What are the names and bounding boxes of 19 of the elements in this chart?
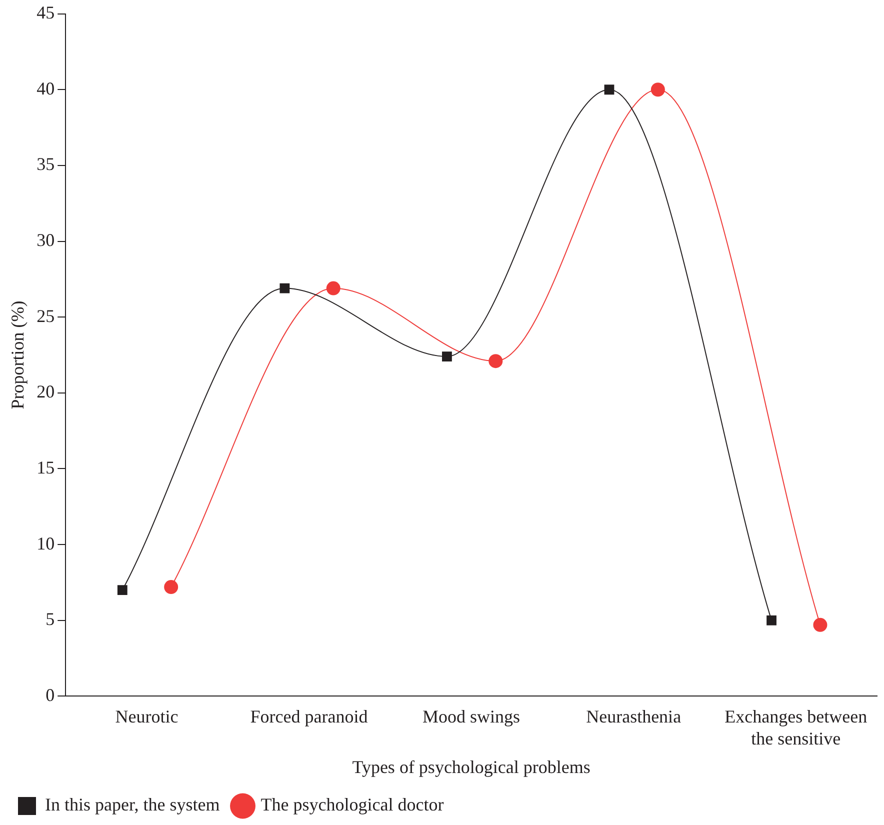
- legend-label: The psychological doctor: [260, 794, 444, 815]
- y-tick-label: 20: [36, 382, 55, 402]
- y-tick-label: 35: [36, 154, 55, 174]
- y-tick-label: 40: [36, 78, 55, 98]
- legend-label: In this paper, the system: [45, 794, 220, 815]
- y-tick-label: 5: [46, 609, 55, 630]
- x-tick-label: Exchanges between the sensitive: [724, 706, 868, 748]
- x-axis-title: Types of psychological problems: [352, 756, 590, 777]
- x-tick-label: Neurotic: [115, 706, 178, 727]
- y-tick-label: 45: [36, 2, 55, 23]
- x-tick-label: Neurasthenia: [586, 706, 682, 727]
- x-tick-label: Forced paranoid: [250, 706, 368, 727]
- y-tick-label: 10: [36, 533, 55, 554]
- y-tick-label: 25: [36, 306, 55, 326]
- y-axis-title: Proportion (%): [8, 300, 28, 410]
- y-tick-label: 30: [36, 230, 55, 250]
- y-tick-label: 0: [46, 684, 55, 705]
- y-tick-label: 15: [36, 457, 55, 478]
- x-tick-label: Mood swings: [422, 706, 520, 727]
